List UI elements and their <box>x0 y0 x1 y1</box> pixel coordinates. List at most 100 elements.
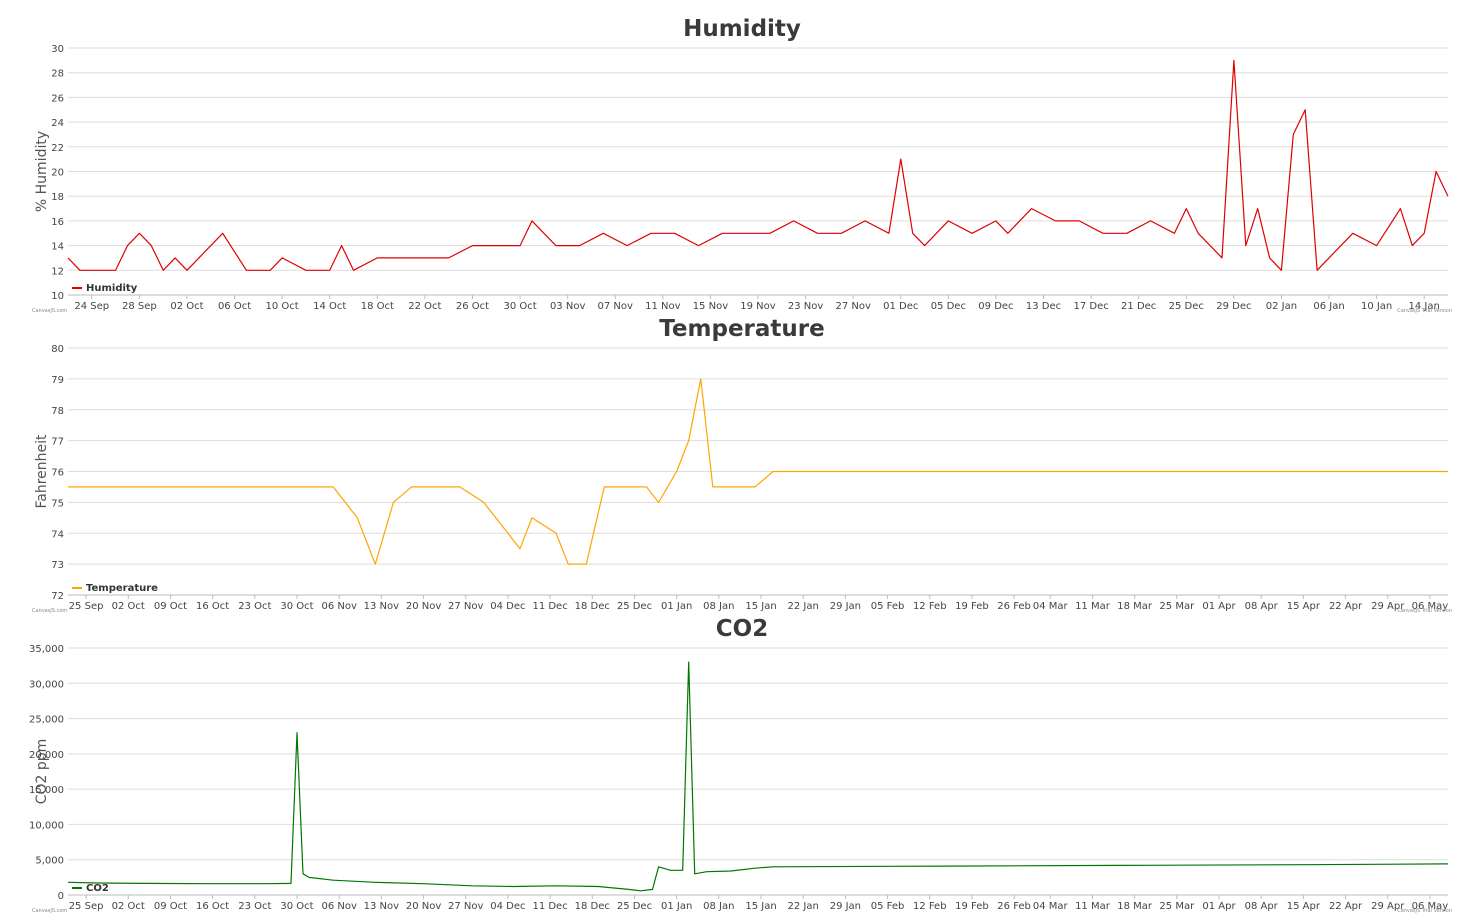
humidity-x-tick-label: 06 Jan <box>1313 301 1344 312</box>
temperature-y-tick-label: 79 <box>51 375 64 386</box>
humidity-x-tick-label: 09 Dec <box>978 301 1013 312</box>
temperature-x-tick-label: 22 Jan <box>788 601 819 612</box>
humidity-x-tick-label: 29 Dec <box>1216 301 1251 312</box>
co2-y-tick-label: 35,000 <box>29 644 64 655</box>
co2-series-line <box>67 661 1449 892</box>
temperature-x-tick-label: 01 Jan <box>661 601 692 612</box>
co2-x-tick-label: 15 Apr <box>1287 901 1321 912</box>
temperature-x-tick-label: 22 Apr <box>1329 601 1363 612</box>
humidity-y-tick-label: 12 <box>51 266 64 277</box>
temperature-chart: Temperature Fahrenheit 72 73 74 75 76 77 78 79 80 2… <box>0 300 1471 614</box>
co2-y-tick-label: 0 <box>58 891 64 902</box>
temperature-y-tick-label: 80 <box>51 344 64 355</box>
temperature-x-tick-label: 02 Oct <box>112 601 145 612</box>
humidity-y-tick-label: 26 <box>51 93 64 104</box>
co2-x-tick-label: 11 Mar <box>1075 901 1111 912</box>
temperature-y-tick-label: 77 <box>51 437 64 448</box>
temperature-x-tick-label: 01 Apr <box>1202 601 1236 612</box>
humidity-legend-label: Humidity <box>86 283 138 294</box>
co2-x-tick-label: 30 Oct <box>280 901 313 912</box>
co2-x-tick-label: 04 Dec <box>490 901 525 912</box>
canvasjs-trial-watermark: CanvasJS Trial Version <box>1397 908 1452 914</box>
temperature-chart-svg: Temperature Fahrenheit 72 73 74 75 76 77 78 79 80 2… <box>32 316 1452 614</box>
temperature-x-tick-label: 29 Jan <box>830 601 861 612</box>
temperature-x-tick-label: 06 May <box>1412 601 1449 612</box>
temperature-x-tick-label: 20 Nov <box>406 601 442 612</box>
humidity-x-tick-label: 15 Nov <box>693 301 729 312</box>
co2-x-tick-label: 12 Feb <box>913 901 947 912</box>
humidity-y-tick-label: 22 <box>51 143 64 154</box>
co2-chart-svg: CO2 CO2 ppm 0 5,000 10,000 15,000 20,000 25,000… <box>29 616 1452 914</box>
humidity-y-tick-label: 14 <box>51 242 64 253</box>
humidity-x-tick-label: 14 Oct <box>313 301 346 312</box>
humidity-x-tick-label: 25 Dec <box>1169 301 1204 312</box>
canvasjs-trial-watermark: CanvasJS Trial Version <box>1397 308 1452 314</box>
temperature-series-line <box>68 378 1448 565</box>
temperature-x-tick-label: 12 Feb <box>913 601 947 612</box>
co2-x-tick-label: 23 Oct <box>238 901 271 912</box>
co2-y-tick-label: 30,000 <box>29 679 64 690</box>
humidity-y-tick-label: 24 <box>51 118 64 129</box>
temperature-x-tick-label: 18 Dec <box>575 601 610 612</box>
humidity-chart-title: Humidity <box>683 16 801 42</box>
temperature-x-tick-label: 23 Oct <box>238 601 271 612</box>
canvasjs-credit: CanvasJS.com <box>32 608 67 614</box>
temperature-x-tick-label: 06 Nov <box>321 601 357 612</box>
temperature-x-tick-label: 08 Jan <box>703 601 734 612</box>
humidity-x-tick-label: 14 Jan <box>1409 301 1440 312</box>
co2-x-tick-label: 29 Apr <box>1371 901 1405 912</box>
temperature-y-tick-label: 73 <box>51 560 64 571</box>
co2-x-tick-label: 27 Nov <box>448 901 484 912</box>
temperature-x-tick-label: 16 Oct <box>196 601 229 612</box>
co2-x-tick-label: 08 Apr <box>1245 901 1279 912</box>
temperature-x-tick-label: 13 Nov <box>364 601 400 612</box>
co2-x-tick-label: 05 Feb <box>871 901 905 912</box>
temperature-x-tick-label: 15 Apr <box>1287 601 1321 612</box>
temperature-x-tick-label: 09 Oct <box>154 601 187 612</box>
humidity-x-tick-label: 17 Dec <box>1073 301 1108 312</box>
humidity-x-tick-label: 10 Jan <box>1361 301 1392 312</box>
temperature-y-tick-label: 75 <box>51 498 64 509</box>
co2-x-tick-label: 26 Feb <box>997 901 1031 912</box>
humidity-y-tick-label: 18 <box>51 192 64 203</box>
co2-x-tick-label: 16 Oct <box>196 901 229 912</box>
co2-x-tick-label: 08 Jan <box>703 901 734 912</box>
co2-x-tick-label: 13 Nov <box>364 901 400 912</box>
humidity-chart-svg: Humidity % Humidity 10 12 14 16 18 20 22 24 26 28 30… <box>32 16 1452 314</box>
co2-x-tick-label: 25 Sep <box>69 901 104 912</box>
humidity-x-tick-label: 18 Oct <box>361 301 394 312</box>
co2-y-axis-label: CO2 ppm <box>34 739 50 805</box>
co2-x-tick-label: 22 Apr <box>1329 901 1363 912</box>
canvasjs-credit: CanvasJS.com <box>32 308 67 314</box>
co2-y-tick-label: 10,000 <box>29 820 64 831</box>
temperature-x-tick-label: 05 Feb <box>871 601 905 612</box>
co2-x-tick-label: 18 Dec <box>575 901 610 912</box>
co2-x-tick-label: 01 Jan <box>661 901 692 912</box>
temperature-x-tick-label: 25 Dec <box>617 601 652 612</box>
humidity-x-tick-label: 02 Jan <box>1266 301 1297 312</box>
temperature-x-tick-label: 08 Apr <box>1245 601 1279 612</box>
humidity-x-tick-label: 22 Oct <box>408 301 441 312</box>
humidity-x-tick-label: 07 Nov <box>598 301 634 312</box>
co2-legend-label: CO2 <box>86 883 109 894</box>
humidity-x-tick-label: 27 Nov <box>835 301 871 312</box>
co2-x-tick-label: 19 Feb <box>955 901 989 912</box>
temperature-x-tick-label: 19 Feb <box>955 601 989 612</box>
canvasjs-trial-watermark: CanvasJS Trial Version <box>1397 608 1452 614</box>
co2-x-tick-label: 02 Oct <box>112 901 145 912</box>
temperature-x-tick-label: 25 Mar <box>1159 601 1195 612</box>
co2-chart: CO2 CO2 ppm 0 5,000 10,000 15,000 20,000 25,000… <box>0 600 1471 914</box>
humidity-x-tick-label: 05 Dec <box>931 301 966 312</box>
humidity-y-axis-label: % Humidity <box>34 131 50 212</box>
temperature-x-tick-label: 25 Sep <box>69 601 104 612</box>
temperature-x-tick-label: 29 Apr <box>1371 601 1405 612</box>
humidity-x-tick-label: 06 Oct <box>218 301 251 312</box>
humidity-x-tick-label: 13 Dec <box>1026 301 1061 312</box>
temperature-x-tick-label: 18 Mar <box>1117 601 1153 612</box>
humidity-x-tick-label: 23 Nov <box>788 301 824 312</box>
temperature-y-axis-label: Fahrenheit <box>34 434 50 509</box>
temperature-legend-label: Temperature <box>86 583 158 594</box>
humidity-y-tick-label: 30 <box>51 44 64 55</box>
co2-x-tick-label: 04 Mar <box>1033 901 1069 912</box>
humidity-x-tick-label: 01 Dec <box>883 301 918 312</box>
